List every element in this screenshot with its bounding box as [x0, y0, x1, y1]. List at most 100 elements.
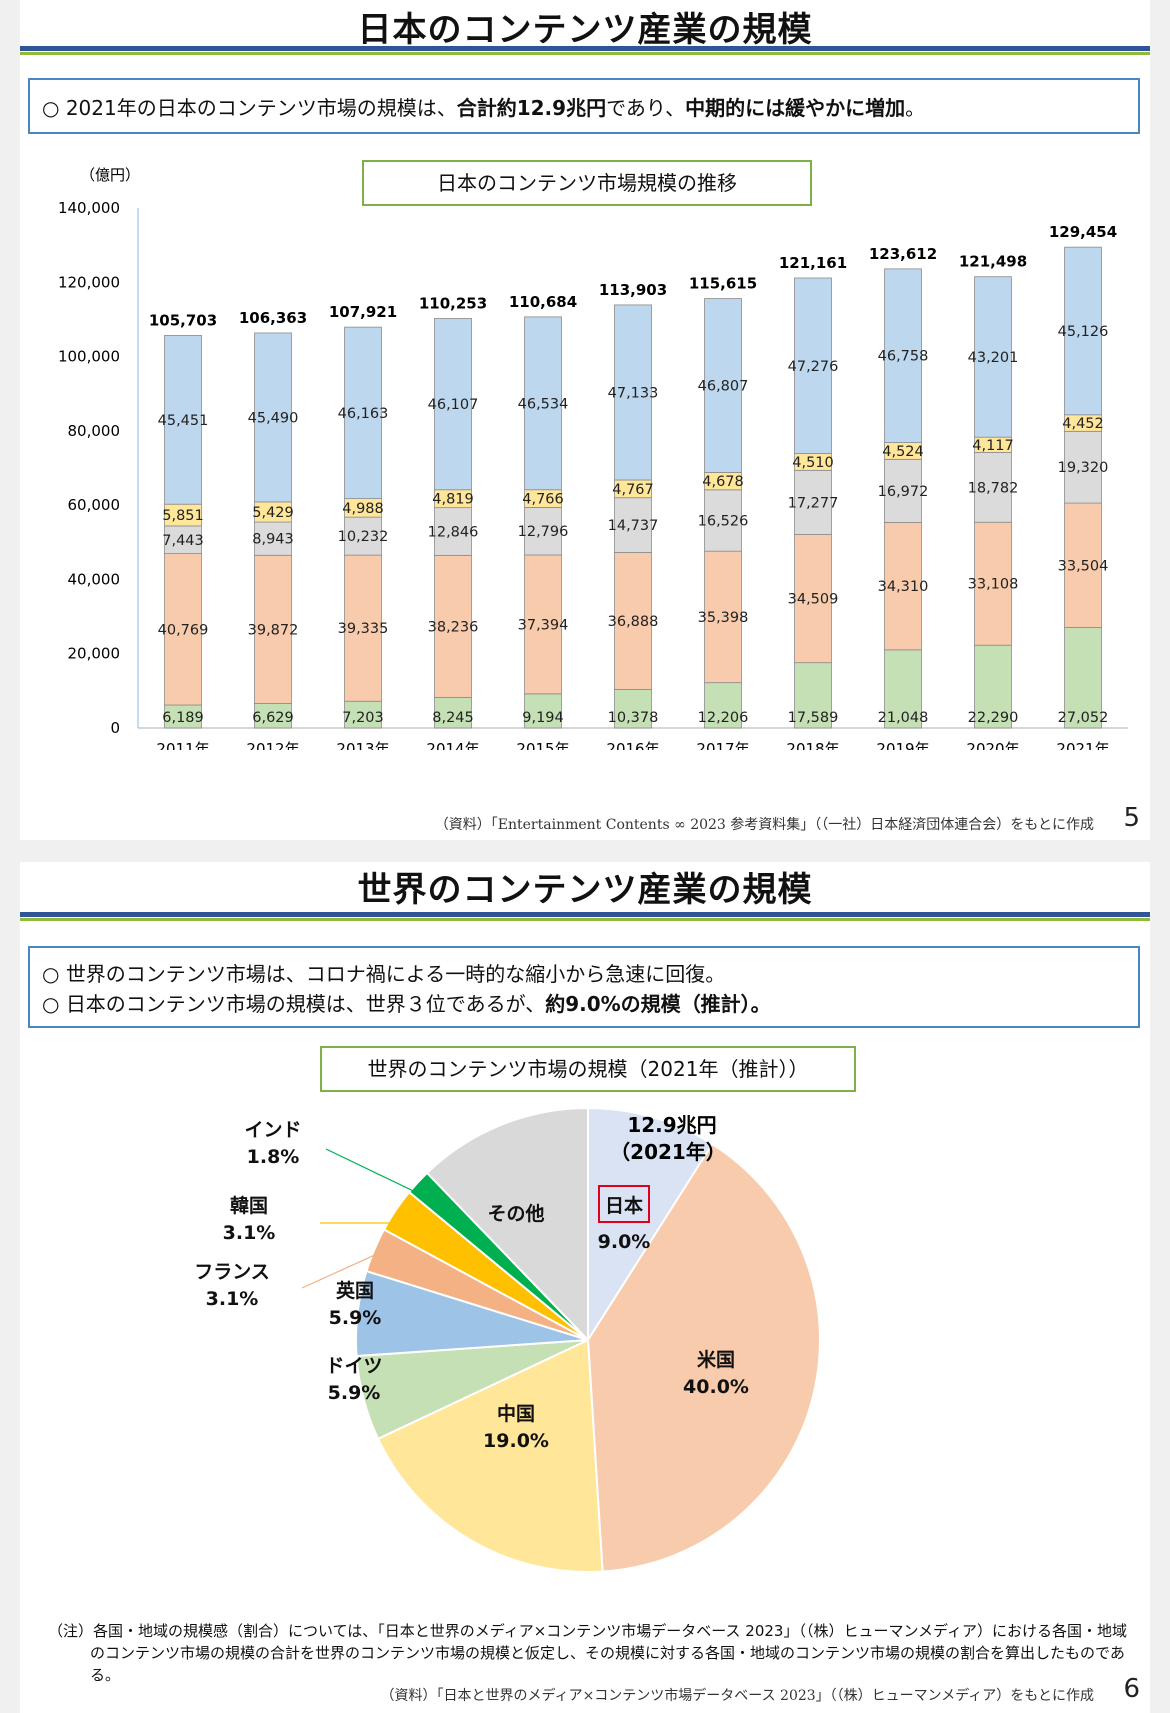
summary-text: 日本のコンテンツ市場の規模は、世界３位であるが、: [65, 992, 546, 1016]
bar-segment: [614, 552, 652, 690]
segment-value-label: 4,452: [1062, 416, 1104, 432]
segment-value-label: 12,206: [698, 710, 749, 726]
slice-name-label: インド: [244, 1119, 301, 1141]
bar-segment: [1064, 430, 1102, 504]
slice-value-label: 40.0%: [683, 1376, 749, 1398]
slide-world-content-market: 世界のコンテンツ産業の規模 ○ 世界のコンテンツ市場は、コロナ禍による一時的な縮…: [20, 862, 1150, 1713]
title-rule-blue: [20, 46, 1150, 51]
segment-value-label: 6,189: [162, 710, 204, 726]
slide2-summary-line1: ○ 世界のコンテンツ市場は、コロナ禍による一時的な縮小から急速に回復。: [42, 958, 725, 987]
summary-text: 世界のコンテンツ市場は、コロナ禍による一時的な縮小から急速に回復。: [65, 962, 726, 986]
segment-value-label: 46,107: [428, 397, 479, 413]
bar-segment: [884, 268, 922, 443]
segment-value-label: 40,769: [158, 622, 209, 638]
summary-text: 。: [905, 96, 926, 120]
segment-value-label: 45,126: [1058, 324, 1109, 340]
pie-chart-title: 世界のコンテンツ市場の規模（2021年（推計））: [320, 1046, 856, 1092]
bar-segment: [524, 507, 562, 556]
pie-slice: [425, 1106, 589, 1343]
y-tick-label: 40,000: [68, 570, 121, 588]
bar-segment: [1064, 627, 1102, 729]
segment-value-label: 8,943: [252, 532, 294, 548]
segment-value-label: 17,589: [788, 710, 839, 726]
segment-value-label: 9,194: [522, 710, 564, 726]
slice-name-label: フランス: [194, 1261, 270, 1283]
slide1-source: （資料）「Entertainment Contents ∞ 2023 参考資料集…: [434, 817, 1094, 833]
segment-value-label: 45,451: [158, 413, 209, 429]
segment-value-label: 7,203: [342, 710, 384, 726]
segment-value-label: 12,846: [428, 524, 479, 540]
bar-segment: [974, 452, 1012, 523]
total-value-label: 110,253: [419, 294, 487, 312]
page-number: 5: [1123, 803, 1140, 833]
leader-line: [301, 1248, 389, 1289]
title-rule-green: [20, 918, 1150, 921]
slice-name-label: 米国: [697, 1348, 735, 1371]
segment-value-label: 16,526: [698, 513, 749, 529]
pie-slice: [587, 1106, 714, 1344]
total-value-label: 110,684: [509, 293, 577, 311]
segment-value-label: 4,988: [342, 501, 384, 517]
segment-value-label: 35,398: [698, 610, 749, 626]
slide1-title: 日本のコンテンツ産業の規模: [357, 10, 813, 50]
segment-value-label: 39,872: [248, 622, 299, 638]
segment-value-label: 4,510: [792, 455, 834, 471]
bar-segment: [704, 298, 742, 473]
bar-chart-title: 日本のコンテンツ市場規模の推移: [362, 160, 812, 206]
bar-segment: [254, 702, 292, 729]
segment-value-label: 46,807: [698, 379, 749, 395]
japan-total-value: 12.9兆円: [627, 1113, 716, 1137]
segment-value-label: 43,201: [968, 350, 1019, 366]
bar-segment: [344, 700, 382, 729]
bar-segment: [164, 525, 202, 554]
bar-segment: [434, 318, 472, 491]
bar-segment: [974, 276, 1012, 438]
segment-value-label: 34,310: [878, 579, 929, 595]
segment-value-label: 46,758: [878, 349, 929, 365]
bar-segment: [164, 334, 202, 505]
x-tick-label: 2018年: [786, 740, 839, 750]
bar-segment: [524, 554, 562, 695]
segment-value-label: 8,245: [432, 710, 474, 726]
segment-value-label: 21,048: [878, 710, 929, 726]
y-tick-label: 60,000: [68, 496, 121, 514]
total-value-label: 115,615: [689, 275, 757, 293]
y-tick-label: 120,000: [58, 273, 120, 291]
bar-segment: [434, 507, 472, 556]
total-value-label: 113,903: [599, 281, 667, 299]
slice-name-label: 英国: [336, 1279, 374, 1302]
segment-value-label: 47,133: [608, 385, 659, 401]
bullet: ○: [42, 992, 60, 1016]
y-axis-unit-label: （億円）: [80, 166, 140, 184]
segment-value-label: 39,335: [338, 621, 389, 637]
slice-value-label: 9.0%: [598, 1231, 651, 1253]
segment-value-label: 34,509: [788, 592, 839, 608]
note-line: のコンテンツ市場の規模の合計を世界のコンテンツ市場の規模と仮定し、その規模に対す…: [90, 1644, 1125, 1684]
slide2-title: 世界のコンテンツ産業の規模: [357, 870, 813, 910]
bar-segment: [254, 332, 292, 503]
segment-value-label: 10,378: [608, 710, 659, 726]
bar-segment: [1064, 246, 1102, 416]
y-tick-label: 0: [110, 719, 120, 737]
stacked-bar-chart: （億円） 0 20,000 40,000 60,000 80,000 100,000 120,…: [58, 166, 1128, 750]
bar-segment: [974, 644, 1012, 729]
segment-value-label: 33,108: [968, 577, 1019, 593]
total-value-label: 129,454: [1049, 223, 1117, 241]
segment-value-label: 45,490: [248, 410, 299, 426]
segment-value-label: 27,052: [1058, 710, 1109, 726]
slide2-summary-line2: ○ 日本のコンテンツ市場の規模は、世界３位であるが、約9.0%の規模（推計）。: [42, 988, 771, 1017]
total-value-label: 105,703: [149, 311, 217, 329]
slide2-note: （注）各国・地域の規模感（割合）については、「日本と世界のメディア×コンテンツ市…: [48, 1620, 1150, 1686]
segment-value-label: 6,629: [252, 710, 294, 726]
segment-value-label: 4,767: [612, 482, 654, 498]
bar-segment: [434, 554, 472, 698]
page-number: 6: [1123, 1674, 1140, 1704]
segment-value-label: 36,888: [608, 614, 659, 630]
x-tick-label: 2020年: [966, 740, 1019, 750]
japan-highlight-box: [598, 1185, 650, 1223]
segment-value-label: 17,277: [788, 495, 839, 511]
japan-total-year: （2021年）: [610, 1140, 726, 1164]
bar-segment: [884, 649, 922, 729]
segment-value-label: 38,236: [428, 619, 479, 635]
slice-value-label: 19.0%: [483, 1430, 549, 1452]
